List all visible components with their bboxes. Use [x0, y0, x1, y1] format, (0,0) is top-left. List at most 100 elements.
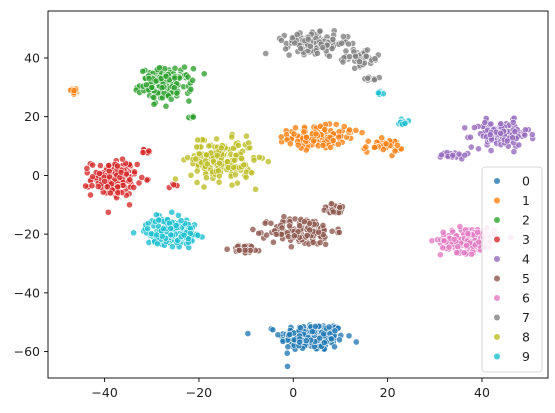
data-point: [145, 147, 153, 155]
data-point: [228, 133, 236, 141]
data-point: [87, 191, 94, 199]
data-point: [242, 173, 250, 181]
data-point: [445, 243, 453, 251]
data-point: [158, 84, 166, 92]
legend-marker: [493, 314, 501, 321]
data-point: [334, 140, 342, 148]
data-point: [481, 119, 489, 126]
data-point: [321, 126, 329, 133]
data-point: [89, 173, 96, 181]
data-point: [104, 208, 112, 216]
data-point: [300, 128, 308, 136]
data-point: [228, 181, 236, 189]
data-point: [180, 231, 188, 239]
data-point: [325, 323, 333, 331]
data-point: [391, 147, 399, 155]
data-point: [364, 74, 372, 82]
data-point: [282, 45, 289, 53]
data-point: [362, 143, 370, 151]
x-tick-label: 40: [474, 385, 490, 400]
data-point: [475, 145, 482, 153]
data-point: [331, 343, 338, 351]
data-point: [101, 177, 109, 185]
data-point: [291, 232, 298, 240]
points-layer: [67, 27, 536, 370]
data-point: [169, 243, 176, 251]
series-2: [132, 63, 208, 122]
data-point: [262, 50, 270, 57]
x-tick-label: −20: [186, 385, 212, 400]
data-point: [475, 238, 483, 246]
data-point: [83, 165, 91, 172]
data-point: [217, 144, 225, 152]
data-point: [320, 339, 328, 346]
data-point: [142, 81, 150, 89]
data-point: [269, 326, 277, 334]
data-point: [150, 94, 158, 101]
data-point: [319, 142, 327, 149]
data-point: [328, 45, 336, 52]
legend-label: 9: [522, 349, 530, 364]
legend-label: 4: [522, 252, 530, 267]
data-point: [306, 42, 314, 50]
data-point: [356, 58, 363, 66]
data-point: [316, 122, 324, 130]
series-8: [172, 131, 272, 193]
data-point: [461, 124, 469, 132]
data-point: [375, 89, 382, 97]
data-point: [255, 229, 263, 237]
data-point: [455, 150, 463, 158]
data-point: [235, 246, 243, 254]
data-point: [244, 330, 252, 337]
data-point: [312, 130, 320, 138]
data-point: [126, 176, 134, 184]
data-point: [168, 208, 176, 216]
data-point: [97, 162, 104, 169]
data-point: [154, 240, 161, 248]
data-point: [450, 235, 458, 243]
data-point: [371, 55, 379, 63]
data-point: [232, 171, 239, 179]
data-point: [267, 219, 275, 227]
legend: 0 1 2 3 4 5 6 7 8 9: [481, 166, 543, 373]
data-point: [203, 151, 210, 159]
data-point: [213, 135, 220, 143]
data-point: [138, 174, 146, 181]
data-point: [331, 327, 339, 335]
data-point: [294, 141, 302, 149]
data-point: [162, 72, 170, 80]
data-point: [286, 331, 294, 338]
data-point: [528, 131, 536, 138]
data-point: [293, 31, 301, 38]
data-point: [329, 35, 337, 43]
data-point: [167, 225, 175, 232]
axes-frame: [47, 10, 549, 379]
legend-label: 3: [522, 232, 530, 247]
y-tick-label: −20: [14, 227, 40, 242]
data-point: [194, 136, 202, 144]
data-point: [296, 222, 303, 230]
data-point: [316, 27, 324, 35]
data-point: [428, 237, 436, 245]
data-point: [497, 130, 505, 137]
data-point: [187, 229, 194, 237]
data-point: [364, 137, 372, 145]
data-point: [278, 224, 286, 232]
data-point: [304, 35, 312, 43]
legend-marker: [493, 216, 501, 224]
data-point: [278, 37, 285, 44]
data-point: [130, 229, 137, 237]
data-point: [153, 231, 160, 239]
data-point: [328, 335, 335, 343]
data-point: [240, 161, 248, 169]
data-point: [364, 46, 371, 54]
y-tick-label: −60: [14, 344, 40, 359]
data-point: [340, 123, 348, 130]
data-point: [453, 249, 461, 257]
data-point: [326, 52, 333, 60]
data-point: [181, 63, 188, 71]
data-point: [346, 126, 353, 134]
data-point: [340, 33, 347, 40]
data-point: [463, 242, 470, 249]
